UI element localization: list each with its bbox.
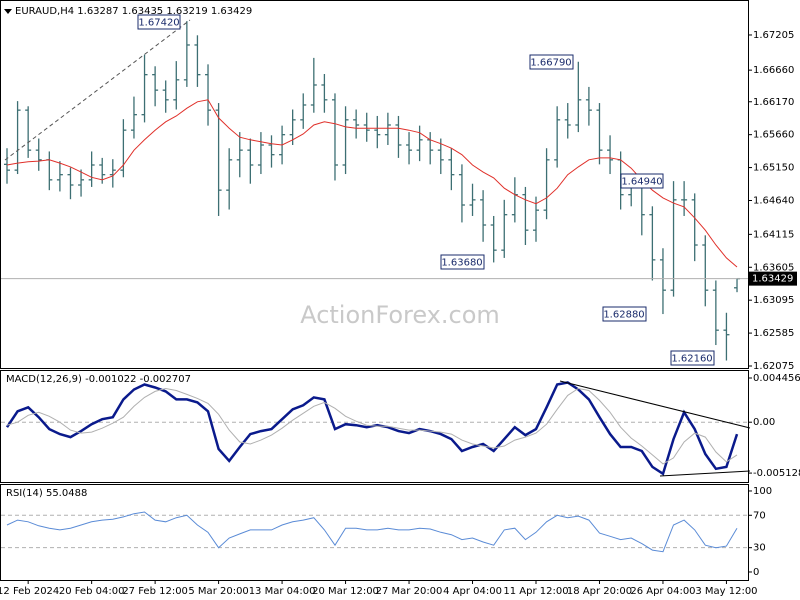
annotation: 1.64940: [620, 173, 664, 189]
x-tick-label: 4 Apr 04:00: [443, 586, 502, 597]
x-tick-label: 5 Mar 20:00: [188, 586, 248, 597]
trend-line: [4, 19, 191, 161]
rsi-title: RSI(14) 55.0488: [6, 488, 87, 499]
y-tick-label: 1.66170: [753, 97, 794, 108]
x-tick-label: 18 Apr 20:00: [567, 586, 632, 597]
x-tick-label: 20 Mar 12:00: [312, 586, 379, 597]
x-tick-label: 20 Feb 04:00: [59, 586, 125, 597]
y-tick-label: 0.00: [753, 417, 775, 428]
y-tick-label: 0.004456: [753, 373, 800, 384]
y-tick-label: 1.66660: [753, 65, 794, 76]
y-tick-label: 30: [753, 543, 766, 554]
macd-trend-line: [559, 380, 751, 429]
y-tick-label: 1.64115: [753, 229, 794, 240]
y-tick-label: -0.005128: [753, 468, 800, 479]
x-tick-label: 26 Apr 04:00: [630, 586, 695, 597]
price-panel-frame: [0, 0, 749, 369]
x-tick-label: 13 Mar 04:00: [249, 586, 316, 597]
y-tick-label: 0: [753, 567, 759, 578]
watermark: ActionForex.com: [300, 301, 500, 329]
indicator-line: [6, 511, 738, 553]
y-tick-label: 1.65660: [753, 130, 794, 141]
y-tick-label: 1.67205: [753, 30, 794, 41]
y-tick-label: 70: [753, 510, 766, 521]
y-tick-label: 1.65150: [753, 163, 794, 174]
x-tick-label: 27 Mar 20:00: [376, 586, 443, 597]
annotation-label: 1.62160: [671, 354, 712, 365]
y-tick-label: 100: [753, 486, 772, 497]
x-tick-label: 12 Feb 2024: [0, 586, 59, 597]
y-tick-label: 1.63095: [753, 295, 794, 306]
y-tick-label: 1.63605: [753, 262, 794, 273]
chart-title: EURAUD,H4 1.63287 1.63435 1.63219 1.6342…: [15, 6, 252, 17]
annotation: 1.63680: [440, 254, 485, 270]
x-tick-label: 27 Feb 12:00: [122, 586, 188, 597]
annotation-label: 1.64940: [621, 177, 662, 188]
annotation: 1.66790: [529, 54, 574, 70]
y-tick-label: 1.64640: [753, 195, 794, 206]
macd-panel-frame: [0, 370, 749, 483]
annotation-label: 1.62880: [603, 310, 644, 321]
menu-icon[interactable]: [4, 9, 12, 14]
x-tick-label: 3 May 12:00: [695, 586, 757, 597]
annotation-label: 1.66790: [530, 58, 571, 69]
annotation-label: 1.67420: [138, 18, 179, 29]
annotation-label: 1.63680: [441, 258, 482, 269]
last-price-label: 1.63429: [752, 274, 793, 285]
annotation: 1.62160: [670, 350, 715, 366]
x-tick-label: 11 Apr 12:00: [503, 586, 568, 597]
indicator-line: [6, 387, 738, 465]
annotation: 1.67420: [137, 14, 181, 30]
y-tick-label: 1.62075: [753, 361, 794, 372]
y-tick-label: 1.62585: [753, 328, 794, 339]
rsi-panel-frame: [0, 484, 749, 581]
moving-average: [6, 99, 738, 268]
last-price-tag: [749, 271, 797, 286]
macd-title: MACD(12,26,9) -0.001022 -0.002707: [6, 374, 191, 385]
annotation: 1.62880: [602, 306, 647, 322]
macd-trend-line: [659, 470, 751, 477]
